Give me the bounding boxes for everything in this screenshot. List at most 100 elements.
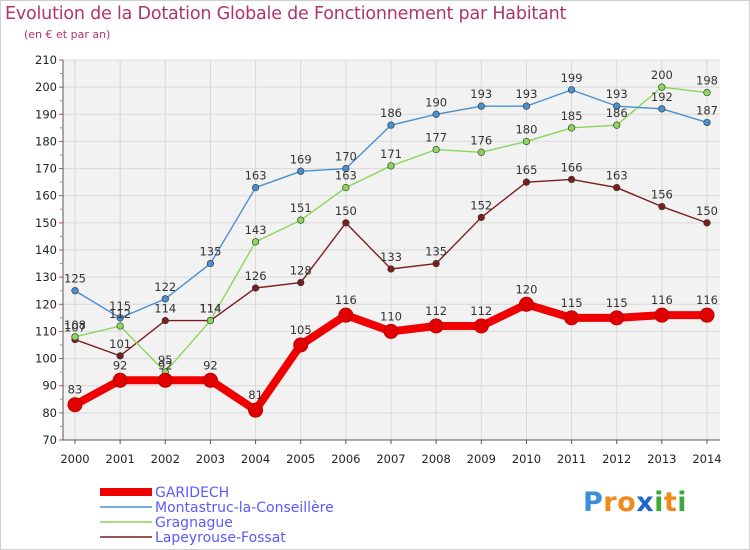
y-tick-label-130: 130 — [35, 270, 57, 284]
point-montastruc-la-conseillere-2005 — [297, 167, 305, 175]
point-garidech-2012 — [609, 310, 625, 326]
data-label-lapeyrouse-fossat-2007: 133 — [380, 250, 402, 264]
data-label-lapeyrouse-fossat-2012: 163 — [606, 169, 628, 183]
data-label-montastruc-la-conseillere-2014: 187 — [696, 103, 718, 117]
point-montastruc-la-conseillere-2003 — [206, 259, 215, 268]
data-label-montastruc-la-conseillere-2011: 199 — [561, 71, 583, 85]
y-tick-label-70: 70 — [42, 433, 57, 447]
point-garidech-2006 — [338, 307, 354, 323]
data-label-gragnague-2012: 186 — [606, 106, 628, 120]
data-label-gragnague-2000: 108 — [64, 318, 86, 332]
point-montastruc-la-conseillere-2002 — [161, 295, 169, 303]
point-gragnague-2013 — [658, 83, 666, 91]
point-lapeyrouse-fossat-2002 — [161, 316, 169, 325]
chart-subtitle: (en € et par an) — [24, 28, 111, 41]
data-label-montastruc-la-conseillere-2005: 169 — [290, 152, 312, 166]
data-label-montastruc-la-conseillere-2008: 190 — [425, 95, 447, 109]
data-label-gragnague-2009: 176 — [470, 133, 492, 147]
data-label-montastruc-la-conseillere-2001: 115 — [109, 299, 131, 313]
point-gragnague-2004 — [251, 238, 260, 246]
logo-letter: t — [663, 487, 678, 518]
point-montastruc-la-conseillere-2009 — [477, 102, 485, 110]
data-label-montastruc-la-conseillere-2009: 193 — [470, 87, 492, 101]
point-lapeyrouse-fossat-2001 — [116, 352, 124, 360]
data-label-lapeyrouse-fossat-2002: 114 — [154, 302, 176, 316]
chart-title: Evolution de la Dotation Globale de Fonc… — [5, 4, 567, 24]
data-label-gragnague-2007: 171 — [380, 147, 402, 161]
logo-letter: i — [677, 487, 688, 518]
x-tick-label-2014: 2014 — [692, 452, 721, 466]
point-montastruc-la-conseillere-2011 — [567, 86, 576, 94]
point-gragnague-2007 — [387, 162, 395, 170]
data-label-lapeyrouse-fossat-2010: 165 — [515, 163, 537, 177]
legend-label-gragnague: Gragnague — [155, 515, 233, 531]
data-label-montastruc-la-conseillere-2004: 163 — [245, 169, 267, 183]
data-label-garidech-2010: 120 — [515, 282, 537, 296]
proxiti-logo: Proxiti — [583, 487, 687, 518]
x-tick-label-2012: 2012 — [602, 452, 631, 466]
data-label-lapeyrouse-fossat-2004: 126 — [245, 269, 267, 283]
point-gragnague-2001 — [116, 322, 124, 330]
point-gragnague-2008 — [432, 145, 440, 154]
data-label-montastruc-la-conseillere-2006: 170 — [335, 150, 357, 164]
data-label-montastruc-la-conseillere-2013: 192 — [651, 90, 673, 104]
y-tick-label-200: 200 — [35, 80, 57, 94]
point-lapeyrouse-fossat-2008 — [432, 259, 440, 268]
x-tick-label-2003: 2003 — [196, 452, 225, 466]
data-label-garidech-2008: 112 — [425, 304, 447, 318]
data-label-lapeyrouse-fossat-2000: 107 — [64, 321, 86, 335]
data-label-montastruc-la-conseillere-2000: 125 — [64, 272, 86, 286]
y-tick-label-190: 190 — [35, 107, 57, 121]
y-tick-label-110: 110 — [35, 324, 57, 338]
point-garidech-2011 — [564, 310, 580, 326]
point-garidech-2000 — [67, 397, 83, 413]
point-gragnague-2011 — [567, 124, 576, 132]
y-tick-label-90: 90 — [42, 379, 57, 393]
data-label-gragnague-2010: 180 — [515, 122, 537, 136]
logo-letter: x — [636, 487, 655, 518]
point-lapeyrouse-fossat-2004 — [251, 284, 260, 292]
data-label-gragnague-2011: 185 — [561, 109, 583, 123]
x-tick-label-2006: 2006 — [331, 452, 360, 466]
data-labels: 107 101 114 114 126 128 150 133 135 152 165 166 163 1… — [64, 68, 718, 402]
point-garidech-2013 — [654, 307, 670, 323]
data-label-garidech-2007: 110 — [380, 309, 402, 323]
point-gragnague-2010 — [522, 137, 531, 146]
point-garidech-2003 — [202, 372, 218, 388]
point-garidech-2008 — [428, 318, 444, 334]
x-tick-label-2013: 2013 — [647, 452, 676, 466]
point-gragnague-2006 — [342, 183, 350, 192]
data-label-montastruc-la-conseillere-2003: 135 — [199, 245, 221, 259]
data-label-garidech-2000: 83 — [68, 383, 83, 397]
point-lapeyrouse-fossat-2013 — [658, 202, 666, 211]
logo-letter: r — [603, 487, 618, 518]
y-tick-label-120: 120 — [35, 297, 57, 311]
y-tick-label-180: 180 — [35, 134, 57, 148]
x-tick-label-2004: 2004 — [241, 452, 270, 466]
point-garidech-2009 — [473, 318, 489, 334]
point-gragnague-2009 — [477, 148, 485, 156]
data-label-gragnague-2008: 177 — [425, 131, 447, 145]
data-label-lapeyrouse-fossat-2008: 135 — [425, 245, 447, 259]
y-tick-label-140: 140 — [35, 243, 57, 257]
data-label-garidech-2011: 115 — [561, 296, 583, 310]
point-lapeyrouse-fossat-2006 — [342, 219, 350, 227]
point-montastruc-la-conseillere-2008 — [432, 110, 440, 118]
data-label-lapeyrouse-fossat-2001: 101 — [109, 337, 131, 351]
point-gragnague-2014 — [703, 88, 711, 97]
point-lapeyrouse-fossat-2009 — [477, 213, 485, 222]
data-label-garidech-2004: 81 — [248, 388, 263, 402]
point-montastruc-la-conseillere-2014 — [703, 118, 711, 127]
point-garidech-2005 — [293, 337, 309, 353]
data-label-garidech-2001: 92 — [113, 358, 128, 372]
data-label-lapeyrouse-fossat-2014: 150 — [696, 204, 718, 218]
point-montastruc-la-conseillere-2013 — [658, 105, 666, 113]
data-label-gragnague-2013: 200 — [651, 68, 673, 82]
point-garidech-2014 — [699, 307, 715, 323]
point-lapeyrouse-fossat-2011 — [567, 175, 576, 184]
data-label-montastruc-la-conseillere-2007: 186 — [380, 106, 402, 120]
y-tick-label-210: 210 — [35, 53, 57, 67]
x-tick-label-2007: 2007 — [376, 452, 405, 466]
data-label-lapeyrouse-fossat-2013: 156 — [651, 188, 673, 202]
